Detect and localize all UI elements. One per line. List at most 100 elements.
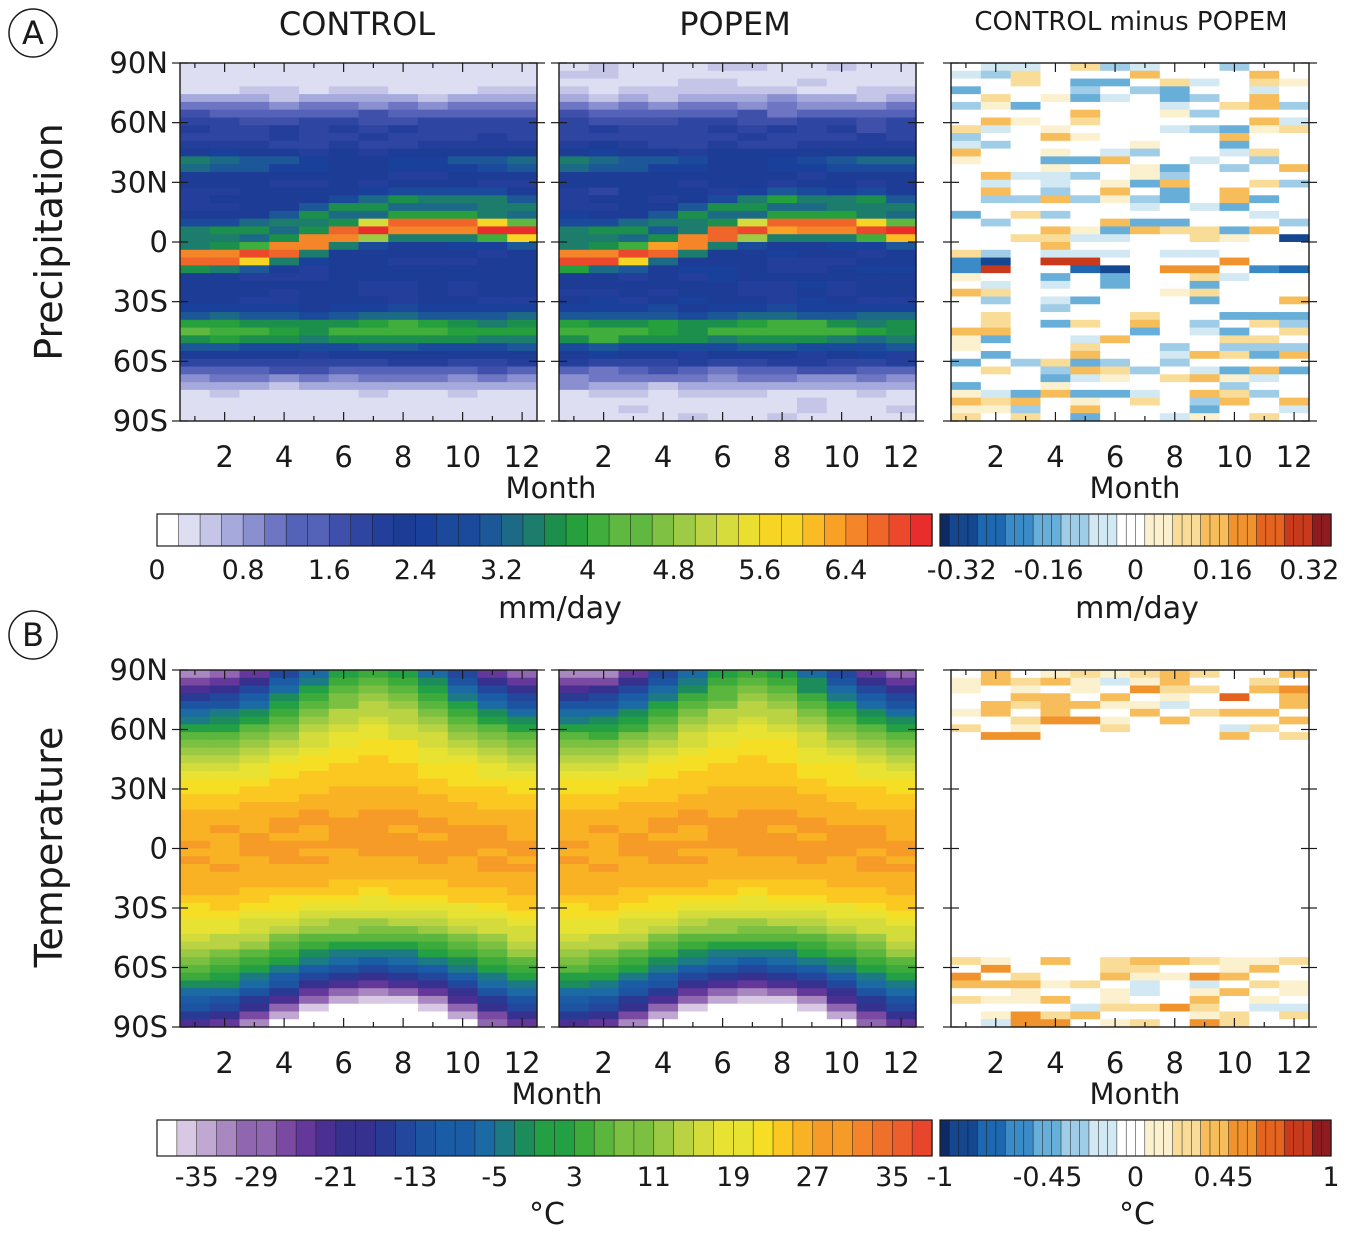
heatmap-cell: [299, 871, 330, 881]
heatmap-cell: [388, 203, 419, 212]
heatmap-cell: [447, 708, 479, 718]
heatmap-cell: [797, 70, 828, 80]
heatmap-cell: [447, 957, 479, 966]
heatmap-cell: [358, 288, 389, 298]
heatmap-cell: [209, 926, 241, 935]
heatmap-cell: [980, 210, 1012, 220]
heatmap-cell: [678, 187, 709, 196]
unit-precip: mm/day: [498, 591, 622, 626]
heatmap-cell: [1189, 327, 1221, 336]
colorbar-box: [1098, 1119, 1109, 1157]
heatmap-cell: [886, 366, 917, 375]
heatmap-cell: [1189, 187, 1221, 196]
heatmap-cell: [328, 265, 360, 274]
colorbar-tick-label: 4.8: [652, 555, 695, 586]
heatmap-cell: [388, 280, 419, 290]
heatmap-cell: [507, 86, 538, 95]
heatmap-cell: [447, 101, 479, 111]
colorbar-tick-label: -13: [393, 1162, 437, 1193]
heatmap-cell: [447, 910, 479, 919]
heatmap-cell: [767, 405, 798, 414]
heatmap-cell: [477, 848, 508, 857]
heatmap-cell: [1249, 879, 1280, 888]
heatmap-cell: [1070, 957, 1101, 966]
heatmap-cell: [1130, 840, 1161, 850]
heatmap-cell: [588, 770, 620, 780]
heatmap-cell: [980, 203, 1012, 212]
heatmap-cell: [618, 902, 649, 912]
heatmap-cell: [269, 203, 300, 212]
heatmap-cell: [477, 864, 508, 873]
heatmap-cell: [269, 1011, 300, 1020]
heatmap-cell: [1159, 988, 1191, 997]
heatmap-cell: [737, 343, 768, 352]
colorbar-box: [534, 1119, 556, 1157]
heatmap-cell: [477, 218, 508, 228]
colorbar-box: [1293, 1119, 1304, 1157]
heatmap-cell: [980, 685, 1012, 694]
heatmap-cell: [328, 374, 360, 383]
heatmap-cell: [1249, 778, 1280, 788]
heatmap-cell: [447, 871, 479, 881]
heatmap-cell: [856, 995, 887, 1005]
heatmap-cell: [767, 273, 798, 282]
heatmap-cell: [951, 809, 982, 819]
heatmap-cell: [209, 988, 241, 997]
heatmap-cell: [1100, 778, 1131, 788]
heatmap-cell: [588, 755, 620, 764]
heatmap-cell: [1010, 312, 1042, 321]
heatmap-cell: [648, 964, 679, 974]
heatmap-cell: [447, 755, 479, 764]
heatmap-cell: [1219, 78, 1250, 87]
heatmap-cell: [951, 856, 982, 865]
heatmap-cell: [269, 739, 300, 749]
heatmap-cell: [1040, 86, 1071, 95]
heatmap-cell: [299, 156, 330, 165]
x-tick-label: 8: [773, 1046, 791, 1080]
heatmap-cell: [886, 350, 917, 360]
colorbar-box: [976, 1119, 988, 1157]
heatmap-cell: [678, 794, 709, 803]
heatmap-cell: [299, 724, 330, 733]
heatmap-cell: [737, 739, 768, 749]
colorbar-box: [1219, 513, 1230, 547]
heatmap-cell: [388, 1003, 419, 1013]
heatmap-cell: [180, 101, 211, 111]
heatmap-cell: [239, 312, 270, 321]
heatmap-cell: [1100, 319, 1131, 329]
heatmap-cell: [797, 319, 828, 329]
heatmap-cell: [1010, 716, 1042, 725]
heatmap-cell: [418, 382, 449, 391]
heatmap-cell: [477, 304, 508, 313]
heatmap-cell: [1249, 840, 1280, 850]
heatmap-cell: [1279, 179, 1310, 189]
heatmap-cell: [826, 887, 858, 896]
heatmap-cell: [648, 980, 679, 989]
heatmap-cell: [1219, 732, 1250, 741]
heatmap-cell: [618, 995, 649, 1005]
heatmap-cell: [1100, 156, 1131, 165]
heatmap-cell: [767, 382, 798, 391]
heatmap-cell: [951, 288, 982, 298]
heatmap-cell: [797, 949, 828, 958]
heatmap-cell: [1100, 801, 1131, 811]
heatmap-cell: [209, 980, 241, 989]
heatmap-cell: [1040, 187, 1071, 196]
heatmap-cell: [1040, 801, 1071, 811]
heatmap-cell: [980, 280, 1012, 290]
heatmap-cell: [1159, 319, 1191, 329]
heatmap-cell: [328, 335, 360, 344]
heatmap-cell: [588, 763, 620, 772]
heatmap-cell: [418, 70, 449, 80]
heatmap-cell: [951, 910, 982, 919]
heatmap-cell: [418, 94, 449, 103]
heatmap-cell: [358, 918, 389, 927]
heatmap-cell: [418, 1011, 449, 1020]
heatmap-cell: [1279, 926, 1310, 935]
heatmap-cell: [588, 801, 620, 811]
heatmap-cell: [1159, 226, 1191, 235]
heatmap-cell: [209, 840, 241, 850]
heatmap-cell: [588, 374, 620, 383]
heatmap-cell: [737, 716, 768, 725]
heatmap-cell: [886, 1003, 917, 1013]
